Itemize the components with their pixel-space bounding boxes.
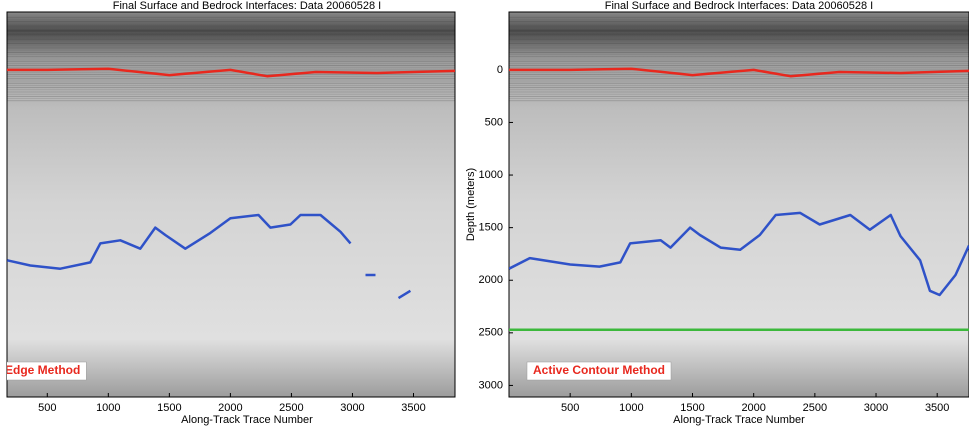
x-tick-label: 3000 (340, 402, 364, 414)
x-tick-label: 1500 (680, 402, 704, 414)
x-tick-label: 1500 (157, 402, 181, 414)
method-label-text: Edge Method (5, 363, 80, 377)
x-tick-label: 2000 (218, 402, 242, 414)
echogram (509, 12, 969, 397)
method-label: Edge Method (5, 361, 87, 381)
series-line (7, 213, 412, 300)
method-label-text: Active Contour Method (533, 363, 665, 377)
x-tick-label: 1000 (96, 402, 120, 414)
x-tick-label: 500 (561, 402, 579, 414)
series-line (7, 67, 455, 78)
y-tick-label: 1000 (479, 169, 503, 181)
series-line (509, 211, 969, 297)
x-tick-label: 3000 (864, 402, 888, 414)
y-tick-label: 2000 (479, 274, 503, 286)
x-tick-label: 500 (38, 402, 56, 414)
x-axis-label: Along-Track Trace Number (181, 414, 313, 426)
x-tick-label: 3500 (925, 402, 949, 414)
x-tick-label: 3500 (401, 402, 425, 414)
series-line (509, 67, 969, 78)
method-label-box (526, 361, 672, 381)
plot-frame (508, 11, 969, 398)
y-tick-label: 3000 (479, 379, 503, 391)
y-axis-label: Depth (meters) (465, 168, 477, 241)
y-tick-label: 2500 (479, 327, 503, 339)
chart-title: Final Surface and Bedrock Interfaces: Da… (113, 0, 381, 12)
y-tick-label: 0 (497, 64, 503, 76)
y-tick-label: 1500 (479, 222, 503, 234)
x-tick-label: 2500 (279, 402, 303, 414)
chart-title: Final Surface and Bedrock Interfaces: Da… (605, 0, 873, 12)
y-tick-label: 500 (485, 116, 503, 128)
method-label-box (7, 361, 87, 381)
plot-frame (6, 11, 456, 398)
x-tick-label: 2500 (803, 402, 827, 414)
echogram (7, 12, 455, 397)
x-axis-label: Along-Track Trace Number (673, 414, 805, 426)
x-tick-label: 2000 (741, 402, 765, 414)
method-label: Active Contour Method (526, 361, 672, 381)
x-tick-label: 1000 (619, 402, 643, 414)
